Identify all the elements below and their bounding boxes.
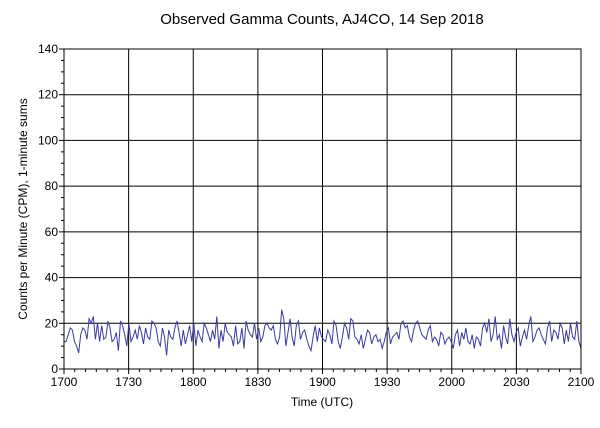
x-tick-label: 1900 [309,375,336,389]
y-tick-label: 120 [38,88,58,102]
y-tick-label: 20 [45,316,59,330]
chart-title: Observed Gamma Counts, AJ4CO, 14 Sep 201… [160,11,484,28]
y-tick-label: 80 [45,179,59,193]
y-tick-label: 140 [38,42,58,56]
x-axis-ticks: 1700 1730 1800 1830 1900 1930 2000 2030 2100 [51,369,595,389]
series-line [64,309,582,356]
x-tick-label: 1930 [374,375,401,389]
x-tick-label: 2030 [503,375,530,389]
x-tick-label: 2000 [438,375,465,389]
grid-lines [64,49,581,369]
y-tick-label: 40 [45,271,59,285]
x-tick-label: 1730 [115,375,142,389]
y-tick-label: 100 [38,133,58,147]
x-axis-label: Time (UTC) [291,395,353,409]
plot-frame [63,48,582,370]
y-axis-label: Counts per Minute (CPM), 1-minute sums [16,98,30,319]
x-tick-label: 1700 [51,375,78,389]
y-tick-label: 0 [51,362,58,376]
y-tick-label: 60 [45,225,59,239]
x-tick-label: 2100 [568,375,595,389]
y-axis-ticks: 0 20 40 60 80 100 120 140 [38,42,64,376]
x-tick-label: 1800 [180,375,207,389]
x-tick-label: 1830 [245,375,272,389]
